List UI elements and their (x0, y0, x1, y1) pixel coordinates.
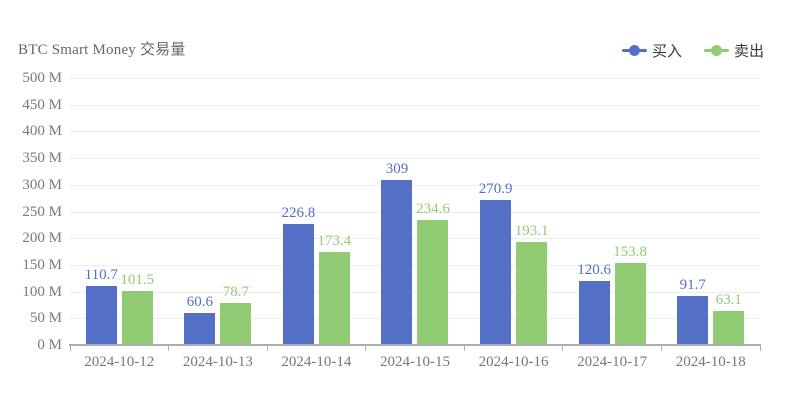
bar-value-label: 153.8 (613, 243, 647, 260)
y-axis-label: 350 M (22, 150, 62, 167)
bar-value-label: 173.4 (317, 233, 352, 250)
bar-group: 91.7 63.1 (661, 78, 760, 345)
bar-value-label: 226.8 (281, 204, 316, 221)
x-axis-tick (168, 344, 170, 351)
legend-item-sell[interactable]: 卖出 (703, 40, 764, 61)
chart-title: BTC Smart Money 交易量 (18, 42, 186, 58)
line-marker-sell-icon (703, 44, 729, 58)
bar-buy[interactable]: 226.8 (282, 205, 315, 345)
gridline (70, 78, 760, 79)
bar-group: 60.6 78.7 (169, 78, 268, 345)
bar-sell[interactable]: 193.1 (515, 223, 548, 345)
x-axis-line (69, 344, 761, 346)
bar-value-label: 63.1 (715, 292, 742, 309)
x-axis-label: 2024-10-14 (281, 354, 352, 370)
y-axis-label: 100 M (22, 283, 62, 300)
x-axis-tick (759, 344, 761, 351)
y-axis-label: 300 M (22, 176, 62, 193)
bar-value-label: 91.7 (679, 277, 706, 293)
y-axis-label: 400 M (22, 123, 62, 140)
gridline (70, 158, 760, 160)
gridline (70, 264, 760, 266)
y-axis-label: 200 M (22, 230, 62, 247)
legend: 买入 卖出 (621, 40, 764, 61)
bar-buy[interactable]: 110.7 (85, 267, 118, 345)
x-axis-tick (463, 344, 465, 351)
x-axis-label: 2024-10-18 (675, 354, 746, 370)
y-axis-label: 250 M (22, 203, 62, 220)
gridline (70, 184, 760, 186)
x-axis-tick (660, 344, 662, 351)
bar-group: 226.8 173.4 (267, 78, 366, 345)
bar-value-label: 110.7 (84, 266, 118, 283)
x-axis-label: 2024-10-13 (182, 354, 253, 370)
bar-value-label: 270.9 (478, 181, 513, 198)
bar-value-label: 60.6 (186, 293, 213, 310)
gridline (70, 318, 760, 320)
bar-sell[interactable]: 153.8 (613, 244, 647, 345)
y-axis-label: 0 M (37, 337, 62, 353)
bar-buy[interactable]: 120.6 (577, 262, 611, 345)
x-axis-label: 2024-10-15 (379, 354, 450, 370)
y-axis-label: 450 M (22, 96, 62, 113)
bar-group: 120.6 153.8 (563, 78, 662, 345)
y-axis-label: 150 M (22, 256, 62, 273)
bar-buy[interactable]: 91.7 (677, 277, 709, 345)
bar-value-label: 234.6 (416, 200, 450, 217)
bar-sell[interactable]: 234.6 (416, 201, 450, 345)
gridline (70, 104, 760, 106)
bar-value-label: 309 (385, 161, 409, 177)
bar-sell[interactable]: 173.4 (318, 233, 351, 345)
x-axis-tick (365, 344, 367, 351)
x-axis-label: 2024-10-16 (478, 354, 549, 370)
bar-buy[interactable]: 270.9 (479, 181, 512, 345)
bar-buy[interactable]: 60.6 (184, 294, 216, 345)
line-marker-buy-icon (621, 44, 647, 58)
x-axis-tick (69, 344, 71, 351)
legend-item-buy[interactable]: 买入 (621, 40, 682, 61)
plot-area: 110.7 101.5 60.6 78.7 226.8 173.4 309 234.6 270.… (70, 78, 760, 345)
legend-label: 卖出 (733, 44, 764, 60)
legend-label: 买入 (651, 44, 682, 60)
x-axis-label: 2024-10-17 (577, 354, 648, 370)
bar-value-label: 120.6 (577, 261, 611, 278)
y-axis-label: 500 M (22, 70, 62, 86)
gridline (70, 131, 760, 133)
bar-sell[interactable]: 78.7 (220, 284, 252, 345)
bar-value-label: 78.7 (222, 284, 249, 300)
bar-sell[interactable]: 101.5 (120, 272, 154, 345)
gridline (70, 211, 760, 213)
bar-value-label: 193.1 (514, 222, 549, 239)
bar-buy[interactable]: 309 (381, 161, 413, 345)
x-axis-label: 2024-10-12 (84, 354, 155, 370)
gridline (70, 291, 760, 293)
bar-group: 309 234.6 (366, 78, 465, 345)
bar-group: 110.7 101.5 (70, 78, 169, 345)
bar-group: 270.9 193.1 (464, 78, 563, 345)
bar-value-label: 101.5 (120, 271, 155, 288)
y-axis-label: 50 M (29, 310, 62, 327)
x-axis-tick (266, 344, 268, 351)
x-axis-tick (562, 344, 564, 351)
gridline (70, 238, 760, 240)
bar-sell[interactable]: 63.1 (713, 292, 745, 345)
